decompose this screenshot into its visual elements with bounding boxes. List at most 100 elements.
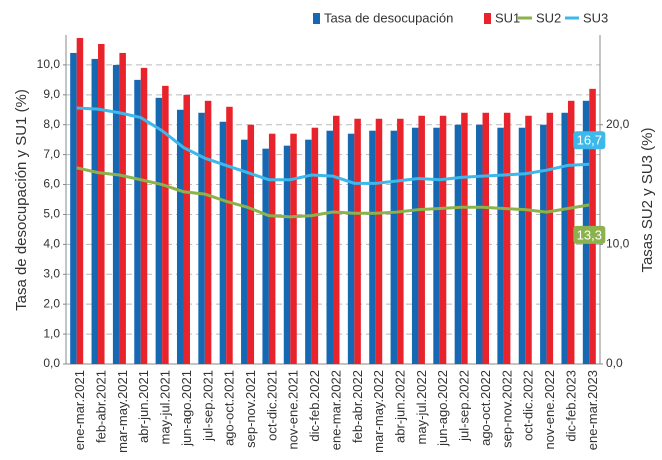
x-tick-label: abr-jun.2021 <box>136 370 151 443</box>
bar <box>119 52 126 364</box>
x-tick-label: oct-dic.2022 <box>521 370 536 441</box>
bar <box>140 67 148 365</box>
value-label-box <box>573 131 606 150</box>
bar <box>112 64 120 364</box>
bar <box>418 115 425 364</box>
x-tick-label: may-jul.2021 <box>158 370 173 444</box>
y-tick-label: 3,0 <box>43 266 60 280</box>
x-tick-label: ene-mar.2021 <box>72 370 87 450</box>
x-tick-label: mar-may.2022 <box>371 370 386 453</box>
y-tick-label: 5,0 <box>43 207 60 221</box>
bar <box>546 112 554 364</box>
bar <box>411 127 419 364</box>
bar <box>354 118 361 364</box>
bar <box>482 112 490 364</box>
x-tick-label: abr-jun.2022 <box>393 370 408 443</box>
bar <box>162 85 169 364</box>
line <box>76 106 590 185</box>
bar <box>390 130 398 364</box>
x-tick-label: jun-ago.2021 <box>179 370 194 447</box>
x-tick-label: dic-feb.2023 <box>563 370 578 442</box>
x-tick-label: sep-nov.2022 <box>499 370 514 448</box>
value-label-box <box>573 225 606 244</box>
bar <box>375 118 383 364</box>
bar <box>397 118 404 364</box>
bar <box>98 43 105 365</box>
x-tick-label: jul-sep.2022 <box>457 370 472 442</box>
bar <box>567 100 575 365</box>
x-tick-label: feb-abr.2021 <box>93 370 108 443</box>
bar <box>433 127 440 364</box>
y-tick-label: 4,0 <box>43 237 60 251</box>
bar <box>262 148 269 364</box>
legend-label: Tasa de desocupación <box>324 10 453 25</box>
y2-tick-label: 0,0 <box>606 356 623 370</box>
x-tick-label: oct-dic.2021 <box>264 370 279 441</box>
bar <box>461 112 468 364</box>
bar <box>268 133 276 364</box>
x-tick-label: mar-may.2021 <box>115 370 130 453</box>
bar <box>241 139 248 364</box>
x-tick-label: may-jul.2022 <box>414 370 429 444</box>
bar <box>155 97 163 365</box>
x-tick-label: jun-ago.2022 <box>435 370 450 447</box>
bar <box>454 124 462 365</box>
legend-marker <box>484 13 491 24</box>
value-label: 16,7 <box>577 133 602 148</box>
bar <box>561 112 568 364</box>
bar <box>176 109 184 364</box>
bar <box>540 124 547 365</box>
y-tick-label: 0,0 <box>43 356 60 370</box>
bar <box>525 115 532 364</box>
bar <box>333 115 340 364</box>
bar <box>311 127 319 364</box>
bar <box>476 124 483 365</box>
bar <box>247 124 255 365</box>
bar <box>369 130 376 364</box>
y-tick-label: 8,0 <box>43 117 60 131</box>
bar <box>134 79 141 364</box>
y-tick-label: 9,0 <box>43 87 60 101</box>
y-tick-label: 6,0 <box>43 177 60 191</box>
y2-tick-label: 20,0 <box>606 117 630 131</box>
x-tick-label: sep-nov.2021 <box>243 370 258 448</box>
legend-label: SU3 <box>583 10 608 25</box>
legend-marker <box>313 13 320 24</box>
bar <box>226 106 233 365</box>
bar <box>70 52 77 364</box>
legend-label: SU1 <box>495 10 520 25</box>
bar <box>283 145 291 364</box>
x-tick-label: ago-oct.2021 <box>222 370 237 446</box>
y-tick-label: 2,0 <box>43 296 60 310</box>
bar <box>76 37 84 365</box>
bar <box>326 130 333 364</box>
line <box>76 166 590 219</box>
x-tick-label: ene-mar.2022 <box>328 370 343 450</box>
bar <box>290 133 297 364</box>
y-tick-label: 10,0 <box>37 57 61 71</box>
y-tick-label: 7,0 <box>43 147 60 161</box>
value-label: 13,3 <box>577 227 602 242</box>
y2-tick-label: 10,0 <box>606 237 630 251</box>
x-tick-label: ago-oct.2022 <box>478 370 493 446</box>
legend-label: SU2 <box>536 10 561 25</box>
bar <box>305 139 312 364</box>
bar <box>91 58 99 364</box>
bar <box>347 133 355 364</box>
x-tick-label: feb-abr.2022 <box>350 370 365 443</box>
x-tick-label: dic-feb.2022 <box>307 370 322 442</box>
x-tick-label: jul-sep.2021 <box>200 370 215 442</box>
bar <box>518 127 526 364</box>
bar <box>204 100 212 365</box>
bar <box>183 94 190 365</box>
x-tick-label: ene-mar.2023 <box>585 370 600 450</box>
bar <box>497 127 504 364</box>
bar <box>503 112 511 364</box>
bar <box>439 115 447 364</box>
bar <box>198 112 205 364</box>
y-tick-label: 1,0 <box>43 326 60 340</box>
y2-axis-title: Tasas SU2 y SU3 (%) <box>639 127 656 272</box>
bar <box>219 121 227 365</box>
x-tick-label: nov-ene.2021 <box>286 370 301 450</box>
